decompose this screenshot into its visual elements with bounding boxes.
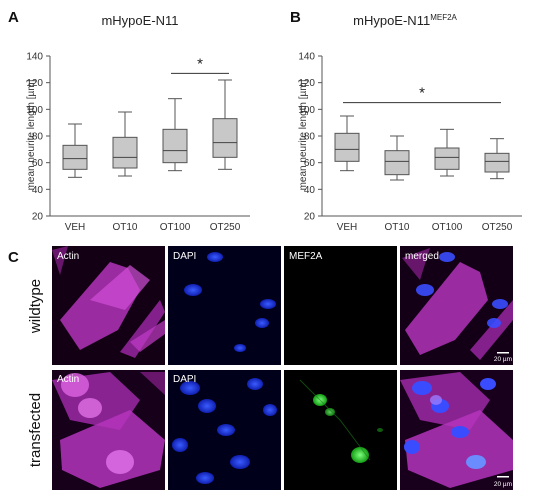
chart-a-box-3	[212, 118, 238, 158]
chart-a-y-tick-label-5: 120	[26, 78, 43, 89]
row-label-wildtype: wildtype	[27, 279, 44, 334]
chart-a-title: mHypoE-N11	[101, 13, 178, 28]
chart-b-x-tick-label-3: OT250	[482, 222, 513, 233]
micrograph-transfected-mef2a	[284, 370, 397, 490]
chart-b-ylabel: mean neurite length [µm]	[298, 79, 309, 190]
chart-b: mHypoE-N11MEF2A mean neurite length [µm]…	[298, 13, 522, 233]
scale-bar-label-row2: 20 µm	[494, 481, 512, 488]
chart-b-y-tick-label-3: 80	[304, 132, 316, 143]
chart-a-box-0	[62, 144, 88, 170]
chart-a-y-tick-label-3: 80	[32, 132, 44, 143]
chart-a-x-tick-label-2: OT100	[160, 222, 191, 233]
chart-a-y-tick-label-2: 60	[32, 158, 44, 169]
chart-a-y-tick-label-6: 140	[26, 52, 43, 63]
column-label-actin-row2: Actin	[57, 374, 79, 385]
column-label-dapi-row2: DAPI	[173, 374, 196, 385]
scale-bar-label-row1: 20 µm	[494, 356, 512, 363]
column-label-merged: merged	[405, 251, 439, 262]
micrograph-wildtype-mef2a	[284, 246, 397, 365]
chart-b-box-1	[384, 150, 410, 176]
chart-a-x-tick-label-1: OT10	[112, 222, 137, 233]
chart-b-y-tick-label-0: 20	[304, 212, 316, 223]
chart-b-title-main: mHypoE-N11	[353, 13, 430, 28]
chart-a-significance-star: *	[197, 55, 203, 72]
chart-b-x-tick-label-0: VEH	[337, 222, 358, 233]
micrograph-wildtype-actin	[52, 246, 165, 365]
micrograph-grid: Actin DAPI MEF2A merged Actin DAPI 20 µm…	[27, 246, 513, 490]
chart-b-y-tick-label-2: 60	[304, 158, 316, 169]
column-label-mef2a: MEF2A	[289, 251, 323, 262]
chart-a-x-tick-label-3: OT250	[210, 222, 241, 233]
chart-b-y-tick-label-4: 100	[298, 105, 315, 116]
chart-b-x-tick-label-2: OT100	[432, 222, 463, 233]
panel-letter-b: B	[290, 9, 301, 26]
chart-a: mHypoE-N11 mean neurite length [µm] 20 40…	[26, 13, 250, 233]
chart-b-title: mHypoE-N11MEF2A	[353, 13, 457, 28]
chart-a-y-tick-label-1: 40	[32, 185, 44, 196]
row-label-transfected: transfected	[27, 393, 44, 467]
panel-letter-c: C	[8, 249, 19, 266]
chart-b-x-tick-label-1: OT10	[384, 222, 409, 233]
chart-b-title-sup: MEF2A	[430, 13, 457, 22]
column-label-actin: Actin	[57, 251, 79, 262]
chart-b-y-tick-label-6: 140	[298, 52, 315, 63]
chart-b-box-0	[334, 132, 360, 162]
column-label-dapi: DAPI	[173, 251, 196, 262]
chart-b-y-tick-label-1: 40	[304, 185, 316, 196]
chart-b-significance-star: *	[419, 85, 425, 102]
micrograph-wildtype-merged	[400, 246, 513, 365]
chart-b-box-3	[484, 152, 510, 173]
chart-a-y-tick-label-0: 20	[32, 212, 44, 223]
micrograph-transfected-dapi	[168, 370, 281, 490]
chart-b-box-2	[434, 147, 460, 170]
chart-a-y-tick-label-4: 100	[26, 105, 43, 116]
micrograph-transfected-actin	[52, 370, 165, 490]
chart-a-x-tick-label-0: VEH	[65, 222, 86, 233]
micrograph-wildtype-dapi	[168, 246, 281, 365]
chart-a-box-2	[162, 128, 188, 164]
panel-letter-a: A	[8, 9, 19, 26]
chart-a-ylabel: mean neurite length [µm]	[26, 79, 37, 190]
chart-b-y-tick-label-5: 120	[298, 78, 315, 89]
micrograph-transfected-merged	[400, 370, 513, 490]
chart-a-box-1	[112, 136, 138, 169]
